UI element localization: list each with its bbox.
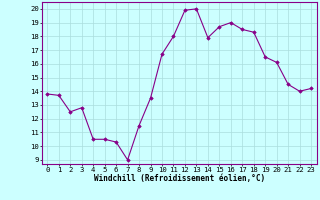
X-axis label: Windchill (Refroidissement éolien,°C): Windchill (Refroidissement éolien,°C): [94, 174, 265, 183]
